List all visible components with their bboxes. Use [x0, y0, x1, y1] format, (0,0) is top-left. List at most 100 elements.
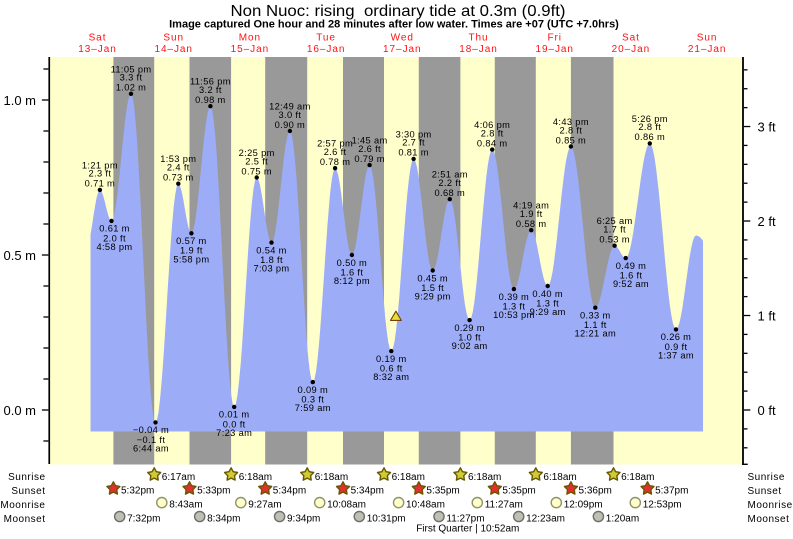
- svg-text:12:49 am: 12:49 am: [269, 102, 311, 112]
- svg-text:12:09pm: 12:09pm: [564, 500, 603, 511]
- svg-text:7:03 pm: 7:03 pm: [253, 264, 289, 274]
- svg-text:9:29 pm: 9:29 pm: [415, 292, 451, 302]
- svg-text:2:51 am: 2:51 am: [432, 170, 468, 180]
- svg-text:0.5 m: 0.5 m: [3, 248, 36, 263]
- svg-text:12:23am: 12:23am: [526, 514, 565, 525]
- svg-text:6:44 am: 6:44 am: [133, 443, 169, 453]
- svg-text:11:27pm: 11:27pm: [446, 514, 484, 525]
- svg-text:2.6 ft: 2.6 ft: [358, 144, 381, 154]
- svg-text:7:32pm: 7:32pm: [127, 514, 160, 525]
- svg-text:5:35pm: 5:35pm: [502, 486, 535, 497]
- svg-text:1.0 m: 1.0 m: [3, 93, 36, 108]
- svg-text:0.79 m: 0.79 m: [354, 154, 385, 164]
- svg-text:2.2 ft: 2.2 ft: [438, 178, 461, 188]
- svg-text:−0.1 ft: −0.1 ft: [137, 435, 166, 445]
- svg-text:0.57 m: 0.57 m: [176, 236, 207, 246]
- svg-text:Sat: Sat: [622, 33, 640, 44]
- svg-text:17–Jan: 17–Jan: [383, 44, 422, 55]
- svg-text:1.3 ft: 1.3 ft: [503, 302, 526, 312]
- svg-text:3 ft: 3 ft: [758, 119, 776, 134]
- svg-text:3.3 ft: 3.3 ft: [120, 73, 143, 83]
- svg-text:1.0 ft: 1.0 ft: [458, 333, 481, 343]
- svg-text:Image captured One hour and 28: Image captured One hour and 28 minutes a…: [169, 19, 619, 31]
- svg-text:0.0 m: 0.0 m: [3, 403, 36, 418]
- svg-text:6:18am: 6:18am: [315, 472, 348, 483]
- svg-text:9:34pm: 9:34pm: [287, 514, 320, 525]
- svg-text:0.98 m: 0.98 m: [195, 95, 226, 105]
- svg-text:2.4 ft: 2.4 ft: [167, 163, 190, 173]
- svg-text:2.0 ft: 2.0 ft: [103, 233, 126, 243]
- svg-text:10:31pm: 10:31pm: [367, 514, 406, 525]
- svg-text:0.39 m: 0.39 m: [499, 292, 530, 302]
- svg-text:11:05 pm: 11:05 pm: [111, 64, 152, 74]
- svg-text:Moonset: Moonset: [748, 514, 790, 525]
- svg-text:Mon: Mon: [239, 33, 261, 44]
- svg-text:5:34pm: 5:34pm: [273, 486, 306, 497]
- svg-text:15–Jan: 15–Jan: [231, 44, 270, 55]
- svg-text:Sunrise: Sunrise: [8, 472, 45, 483]
- svg-text:4:43 pm: 4:43 pm: [553, 117, 589, 127]
- svg-text:6:25 am: 6:25 am: [597, 216, 633, 226]
- svg-text:1:20am: 1:20am: [606, 514, 639, 525]
- svg-text:5:34pm: 5:34pm: [351, 486, 384, 497]
- svg-text:6:18am: 6:18am: [239, 472, 272, 483]
- svg-text:1.1 ft: 1.1 ft: [584, 320, 607, 330]
- svg-text:5:33pm: 5:33pm: [197, 486, 230, 497]
- svg-text:0.86 m: 0.86 m: [635, 132, 666, 142]
- svg-text:10:08am: 10:08am: [327, 500, 366, 511]
- svg-text:9:27am: 9:27am: [248, 500, 281, 511]
- svg-text:19–Jan: 19–Jan: [535, 44, 574, 55]
- svg-text:Tue: Tue: [316, 33, 336, 44]
- svg-text:1.9 ft: 1.9 ft: [520, 209, 543, 219]
- svg-text:Thu: Thu: [468, 33, 488, 44]
- svg-text:0.26 m: 0.26 m: [661, 332, 692, 342]
- svg-text:7:23 am: 7:23 am: [216, 428, 252, 438]
- svg-text:0.3 ft: 0.3 ft: [301, 395, 324, 405]
- svg-text:11:27am: 11:27am: [485, 500, 523, 511]
- svg-text:0.53 m: 0.53 m: [599, 235, 630, 245]
- svg-text:0.29 m: 0.29 m: [454, 323, 485, 333]
- svg-text:3:30 pm: 3:30 pm: [396, 129, 432, 139]
- svg-text:3.0 ft: 3.0 ft: [279, 110, 302, 120]
- svg-text:2:57 pm: 2:57 pm: [317, 139, 353, 149]
- svg-text:1.6 ft: 1.6 ft: [341, 267, 364, 277]
- svg-text:0.45 m: 0.45 m: [417, 273, 448, 283]
- svg-text:11:56 pm: 11:56 pm: [190, 77, 231, 87]
- svg-text:Sun: Sun: [163, 33, 184, 44]
- svg-text:5:35pm: 5:35pm: [426, 486, 459, 497]
- svg-text:Sunset: Sunset: [11, 486, 45, 497]
- svg-text:Sunrise: Sunrise: [748, 472, 785, 483]
- svg-text:1:37 am: 1:37 am: [658, 350, 694, 360]
- svg-text:0.40 m: 0.40 m: [532, 289, 563, 299]
- svg-text:2 ft: 2 ft: [758, 214, 776, 229]
- svg-text:5:36pm: 5:36pm: [579, 486, 612, 497]
- svg-text:4:58 pm: 4:58 pm: [96, 242, 132, 252]
- svg-text:5:37pm: 5:37pm: [655, 486, 688, 497]
- svg-text:0.75 m: 0.75 m: [241, 166, 272, 176]
- svg-text:0.6 ft: 0.6 ft: [380, 364, 403, 374]
- svg-text:12:21 am: 12:21 am: [575, 329, 617, 339]
- svg-text:0.71 m: 0.71 m: [85, 179, 116, 189]
- svg-text:1.02 m: 1.02 m: [116, 83, 147, 93]
- svg-text:2:25 pm: 2:25 pm: [239, 148, 275, 158]
- svg-text:6:18am: 6:18am: [621, 472, 654, 483]
- svg-text:0.19 m: 0.19 m: [376, 354, 407, 364]
- svg-text:21–Jan: 21–Jan: [688, 44, 727, 55]
- svg-text:6:18am: 6:18am: [468, 472, 501, 483]
- svg-text:Wed: Wed: [391, 33, 414, 44]
- svg-text:Non Nuoc: rising ordinary tid: Non Nuoc: rising ordinary tide at 0.3m (…: [231, 3, 566, 20]
- svg-text:0.84 m: 0.84 m: [477, 138, 508, 148]
- svg-text:7:59 am: 7:59 am: [295, 403, 331, 413]
- svg-text:Moonset: Moonset: [4, 514, 46, 525]
- svg-text:0.50 m: 0.50 m: [337, 258, 368, 268]
- svg-text:4:19 am: 4:19 am: [513, 201, 549, 211]
- svg-text:Fri: Fri: [547, 33, 562, 44]
- svg-text:9:52 am: 9:52 am: [613, 279, 649, 289]
- svg-text:13–Jan: 13–Jan: [78, 44, 117, 55]
- svg-text:0.90 m: 0.90 m: [275, 120, 306, 130]
- svg-text:8:34pm: 8:34pm: [207, 514, 240, 525]
- svg-text:1.8 ft: 1.8 ft: [260, 255, 283, 265]
- svg-text:0.58 m: 0.58 m: [516, 219, 547, 229]
- svg-text:0.78 m: 0.78 m: [320, 157, 351, 167]
- svg-text:10:48am: 10:48am: [406, 500, 445, 511]
